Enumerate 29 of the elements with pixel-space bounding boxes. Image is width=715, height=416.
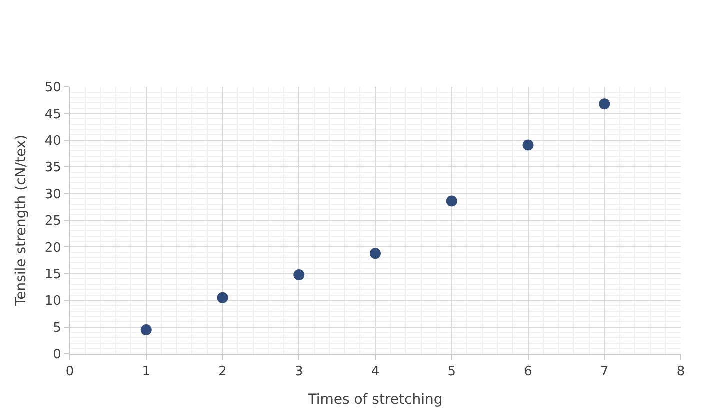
y-tick-label: 45 (44, 107, 62, 122)
point (522, 140, 534, 151)
x-tick-label: 0 (66, 364, 74, 380)
y-tick-label: 40 (44, 134, 62, 149)
y-tick-label: 15 (44, 267, 62, 282)
x-tick-label: 2 (218, 364, 227, 380)
x-tick-label: 1 (142, 364, 151, 380)
x-tick-label: 7 (600, 364, 609, 380)
y-tick-label: 50 (44, 80, 62, 96)
point (446, 196, 458, 207)
y-tick-label: 25 (44, 214, 62, 230)
x-tick-label: 5 (448, 364, 456, 380)
point (294, 269, 305, 280)
y-tick-label: 20 (44, 240, 62, 256)
x-tick-label: 8 (676, 364, 686, 380)
point (217, 292, 228, 304)
x-tick-label: 4 (371, 364, 380, 380)
point (370, 248, 381, 260)
y-tick-label: 30 (44, 187, 62, 202)
x-axis-title: Times of stretching (307, 392, 443, 408)
y-tick-label: 5 (53, 320, 62, 336)
point (599, 98, 610, 110)
point (140, 324, 152, 336)
y-tick-label: 10 (44, 294, 62, 310)
y-tick-label: 35 (44, 160, 62, 176)
x-tick-label: 6 (524, 364, 532, 380)
x-tick-label: 3 (294, 364, 304, 380)
y-axis-title: Tensile strength (cN/tex) (13, 134, 30, 308)
y-tick-label: 0 (53, 348, 62, 363)
